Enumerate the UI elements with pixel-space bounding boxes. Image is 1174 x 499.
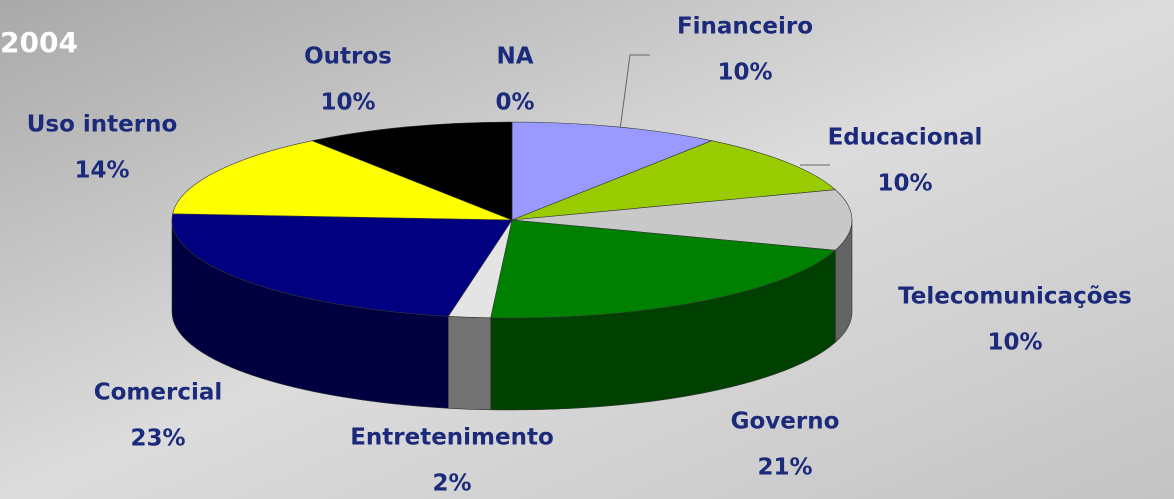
- slice-label: Governo: [731, 409, 840, 435]
- slice: [511, 121, 713, 221]
- slice-side: [447, 315, 491, 411]
- slice-label: Telecomunicações: [898, 284, 1132, 310]
- chart-title: 2004: [0, 26, 78, 59]
- slice: [311, 121, 513, 221]
- slice-label: Entretenimento: [350, 425, 554, 451]
- slice: [490, 219, 837, 319]
- value-label: 23%: [130, 426, 185, 452]
- slice-label: Comercial: [94, 380, 223, 406]
- value-label: 2%: [432, 471, 471, 497]
- slice-label: Uso interno: [27, 112, 178, 138]
- slice: [172, 140, 513, 221]
- value-label: 0%: [495, 90, 534, 116]
- value-label: 10%: [877, 171, 932, 197]
- slice: [171, 213, 513, 317]
- leader-line: [619, 54, 650, 131]
- value-label: 21%: [757, 455, 812, 481]
- value-label: 10%: [987, 330, 1042, 356]
- slice-label: Financeiro: [677, 14, 813, 40]
- slice: [511, 140, 837, 221]
- slice-label: Educacional: [828, 125, 983, 151]
- value-label: 10%: [717, 60, 772, 86]
- value-label: 14%: [74, 158, 129, 184]
- slice: [511, 189, 853, 251]
- slice-label: Outros: [304, 44, 392, 70]
- slice-label: NA: [496, 44, 533, 70]
- value-label: 10%: [320, 90, 375, 116]
